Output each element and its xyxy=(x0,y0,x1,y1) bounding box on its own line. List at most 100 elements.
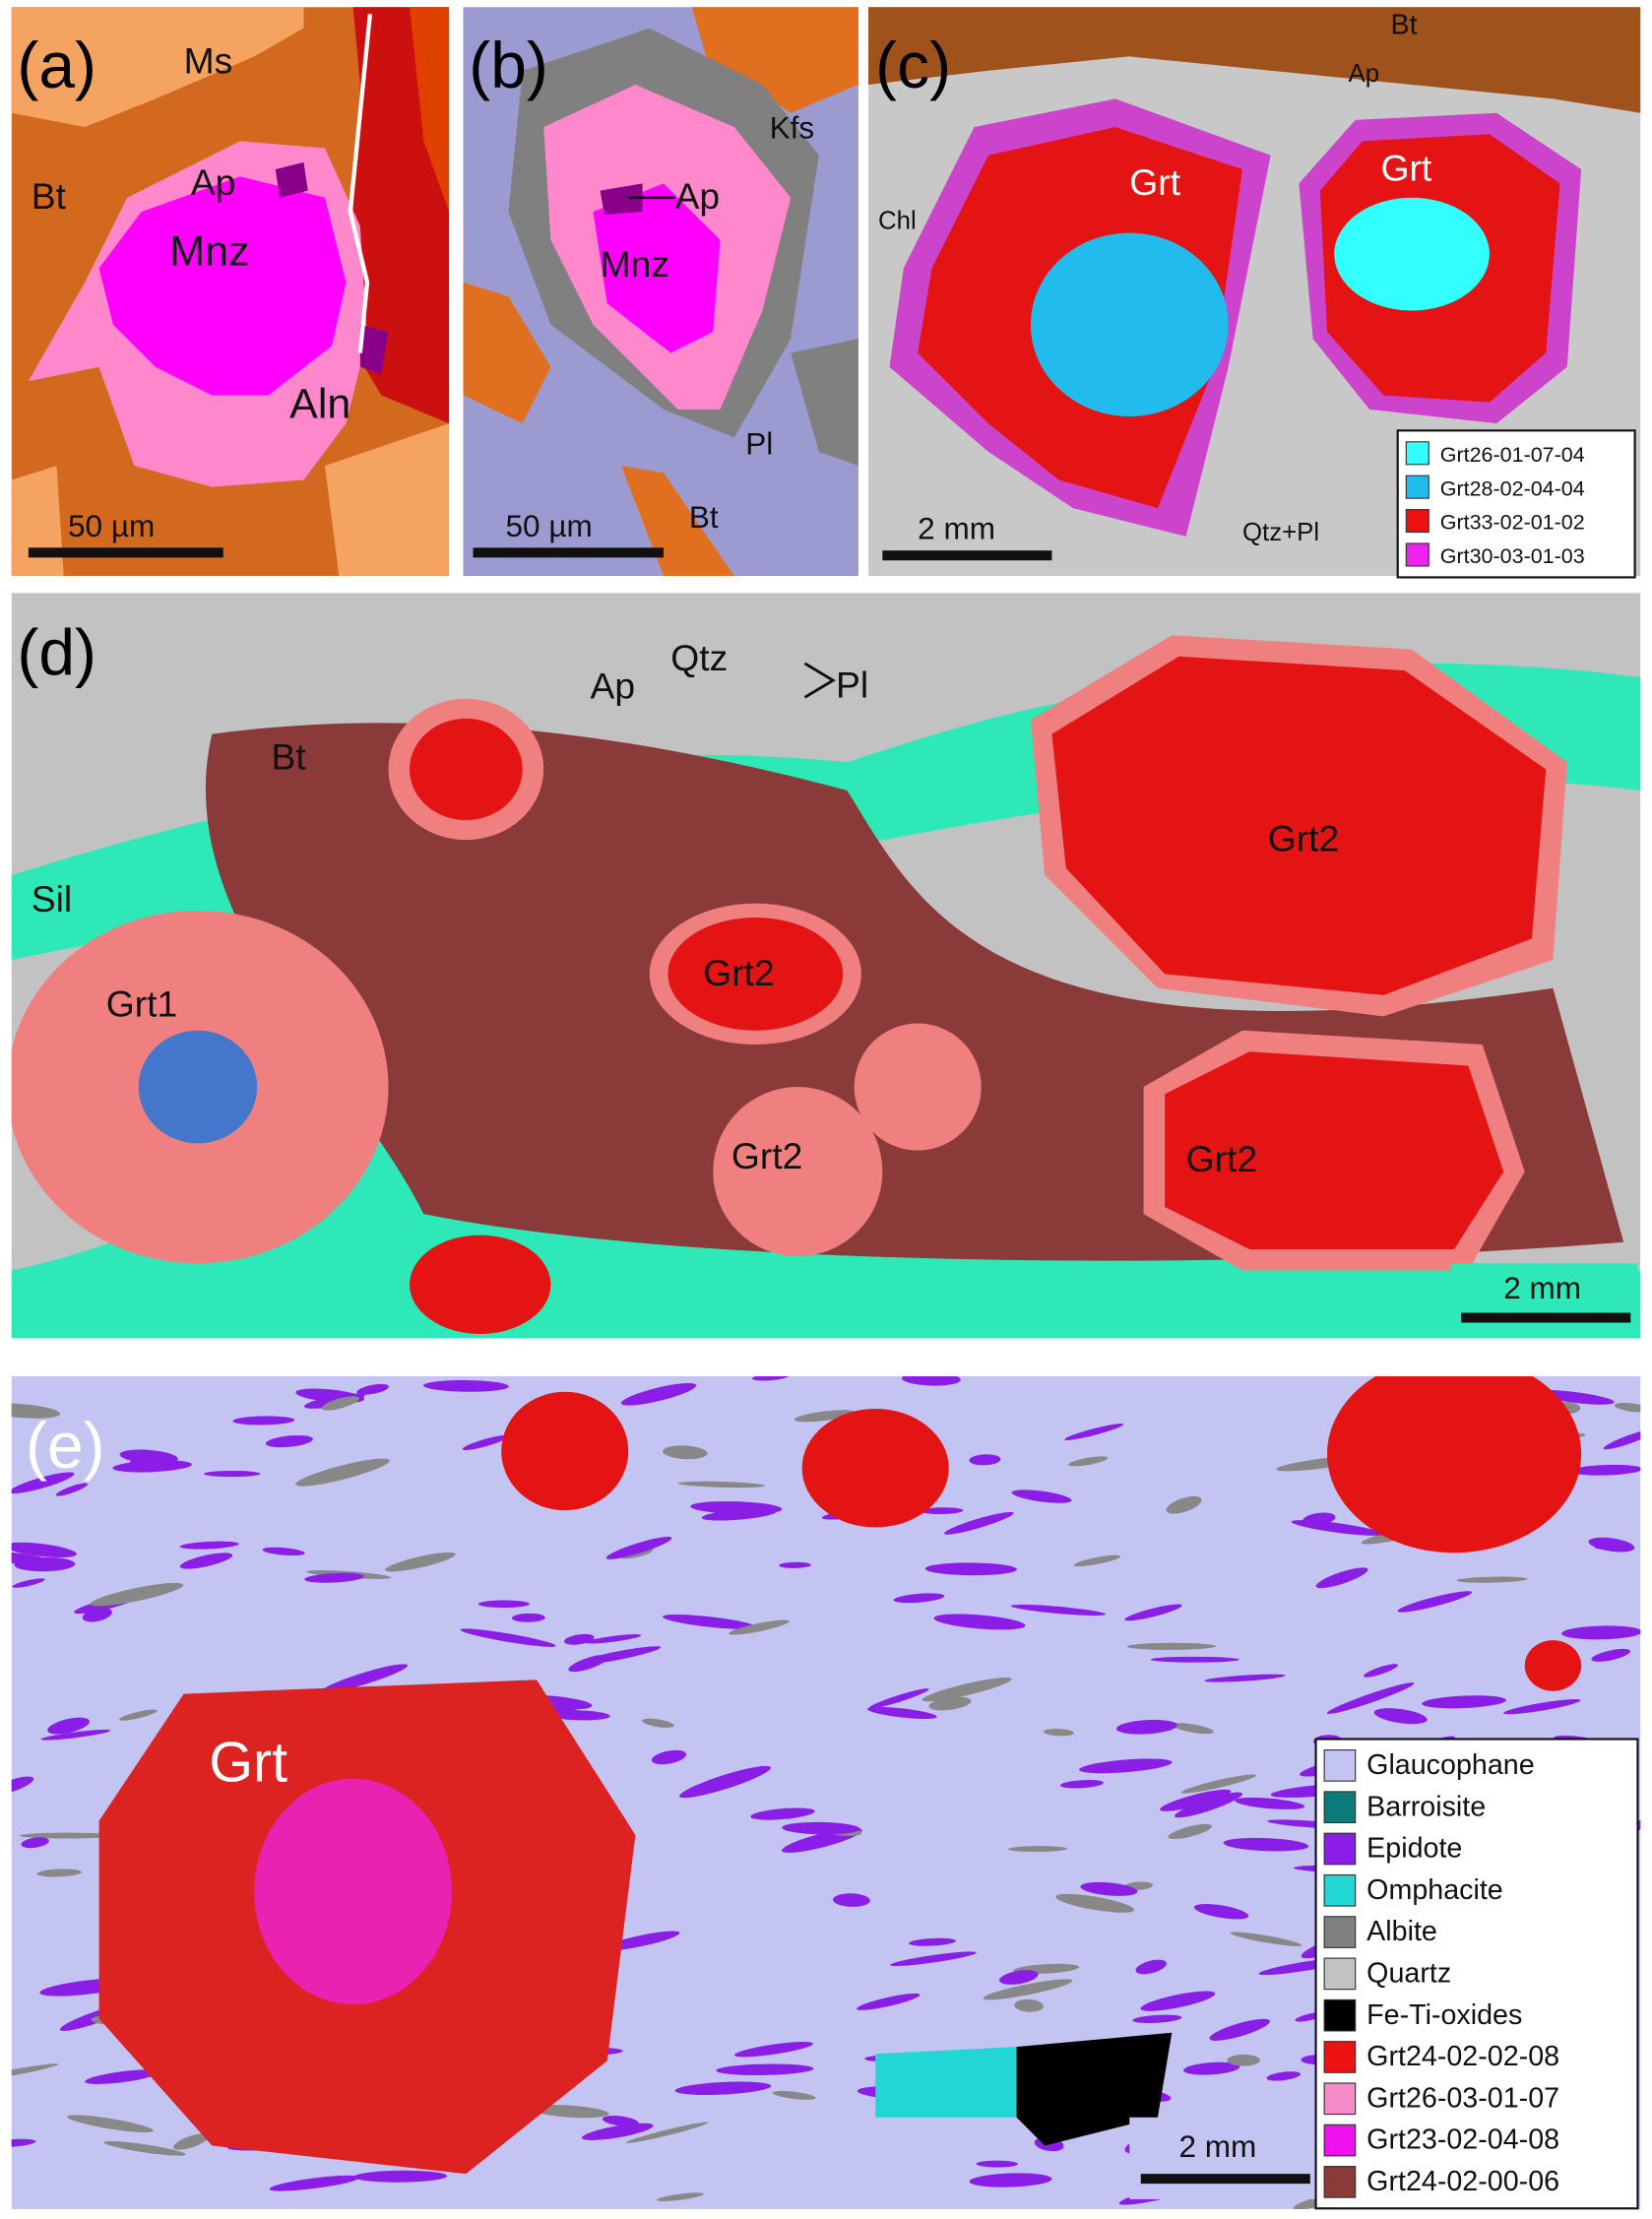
texture xyxy=(36,1869,82,1877)
texture xyxy=(1166,1495,1202,1514)
mineral-label: Grt1 xyxy=(106,983,177,1024)
texture xyxy=(1132,2014,1182,2024)
legend-label: Grt23-02-04-08 xyxy=(1366,2124,1559,2156)
mineral-label: Qtz+Pl xyxy=(1242,519,1319,546)
texture xyxy=(1209,2018,1270,2041)
legend-label: Epidote xyxy=(1366,1833,1462,1865)
legend-label: Fe-Ti-oxides xyxy=(1366,1999,1522,2031)
texture xyxy=(625,2122,709,2143)
legend-swatch xyxy=(1405,542,1430,567)
legend-swatch xyxy=(1405,475,1430,499)
mineral-label: Mnz xyxy=(601,243,669,285)
scale-bar-label: 2 mm xyxy=(918,511,995,546)
texture xyxy=(1055,1893,1135,1913)
texture xyxy=(118,1709,158,1721)
texture xyxy=(1193,1904,1249,1920)
texture xyxy=(11,1472,75,1494)
texture xyxy=(179,1541,239,1550)
texture xyxy=(55,1483,89,1496)
texture xyxy=(1043,1729,1074,1737)
texture xyxy=(677,1481,765,1489)
texture xyxy=(1561,1625,1641,1640)
texture xyxy=(969,2173,1052,2187)
mineral-label: Grt xyxy=(1380,148,1431,189)
texture xyxy=(1080,1881,1138,1896)
texture xyxy=(772,2090,816,2100)
texture xyxy=(11,2138,36,2148)
panel-label: (e) xyxy=(26,1409,105,1482)
mineral-label: Sil xyxy=(32,878,72,919)
legend-label: Grt24-02-00-06 xyxy=(1366,2166,1559,2197)
texture xyxy=(563,1633,595,1645)
texture xyxy=(893,1593,945,1604)
texture xyxy=(920,1507,964,1515)
legend: Grt26-01-07-04 Grt28-02-04-04 Grt33-02-01-… xyxy=(1396,429,1636,579)
legend-swatch xyxy=(1323,1957,1357,1991)
mineral-label: Qtz xyxy=(670,637,728,678)
texture xyxy=(1204,1674,1286,1682)
texture xyxy=(620,1382,697,1406)
texture xyxy=(1115,1719,1177,1735)
legend-label: Grt24-02-02-08 xyxy=(1366,2041,1559,2072)
texture xyxy=(40,1729,111,1741)
panel-label: (a) xyxy=(17,29,96,101)
texture xyxy=(782,1821,860,1835)
texture xyxy=(1059,1779,1104,1789)
texture xyxy=(928,1696,972,1711)
texture xyxy=(90,1582,184,1607)
texture xyxy=(1603,1427,1641,1450)
texture xyxy=(1011,1490,1072,1503)
texture xyxy=(944,1511,1014,1535)
texture xyxy=(1315,1567,1368,1589)
legend-swatch xyxy=(1323,2041,1357,2073)
texture xyxy=(833,1893,870,1907)
texture xyxy=(553,1708,594,1719)
texture xyxy=(933,1614,1026,1630)
texture xyxy=(1160,1789,1232,1811)
legend-label: Barroisite xyxy=(1366,1791,1486,1822)
texture xyxy=(423,1379,509,1392)
scale-bar-label: 50 µm xyxy=(506,508,593,543)
texture xyxy=(733,2041,813,2058)
legend-label: Grt33-02-01-02 xyxy=(1440,511,1585,535)
legend-swatch xyxy=(1323,1791,1357,1824)
texture xyxy=(1588,1537,1635,1553)
texture xyxy=(909,1937,956,1946)
legend: Glaucophane Barroisite Epidote Omphacite Alb… xyxy=(1314,1738,1639,2210)
texture xyxy=(1456,1576,1528,1583)
texture xyxy=(262,1547,305,1556)
legend-label: Omphacite xyxy=(1366,1874,1503,1906)
texture xyxy=(890,1951,977,1967)
texture xyxy=(203,1470,261,1478)
legend-swatch xyxy=(1323,2082,1357,2116)
texture xyxy=(983,1979,1073,2000)
mineral-label: Bt xyxy=(1391,9,1418,40)
texture xyxy=(11,2063,59,2081)
texture xyxy=(690,1500,783,1515)
mineral-label: Ap xyxy=(675,175,721,217)
mineral-label: Pl xyxy=(745,426,773,462)
texture xyxy=(477,1600,530,1609)
panel-label: (c) xyxy=(875,29,951,101)
panel-d xyxy=(11,593,1641,1339)
legend-swatch xyxy=(1323,1916,1357,1948)
legend-label: Grt26-03-01-07 xyxy=(1366,2082,1559,2114)
texture xyxy=(751,1375,790,1381)
legend-label: Grt26-01-07-04 xyxy=(1440,443,1585,467)
texture xyxy=(1067,1456,1109,1467)
texture xyxy=(857,1993,921,2010)
texture xyxy=(356,1383,389,1395)
texture xyxy=(1227,2054,1260,2066)
mineral-label: Grt xyxy=(1129,161,1180,203)
scale-bar xyxy=(473,547,665,558)
texture xyxy=(1614,1402,1641,1413)
texture xyxy=(462,1434,510,1450)
texture xyxy=(11,1403,61,1419)
texture xyxy=(1591,1648,1631,1662)
legend-swatch xyxy=(1323,1998,1357,2032)
texture xyxy=(1064,1424,1124,1440)
legend-box xyxy=(1314,1738,1639,2210)
mineral-label: Mnz xyxy=(169,228,249,276)
texture xyxy=(353,2170,448,2183)
